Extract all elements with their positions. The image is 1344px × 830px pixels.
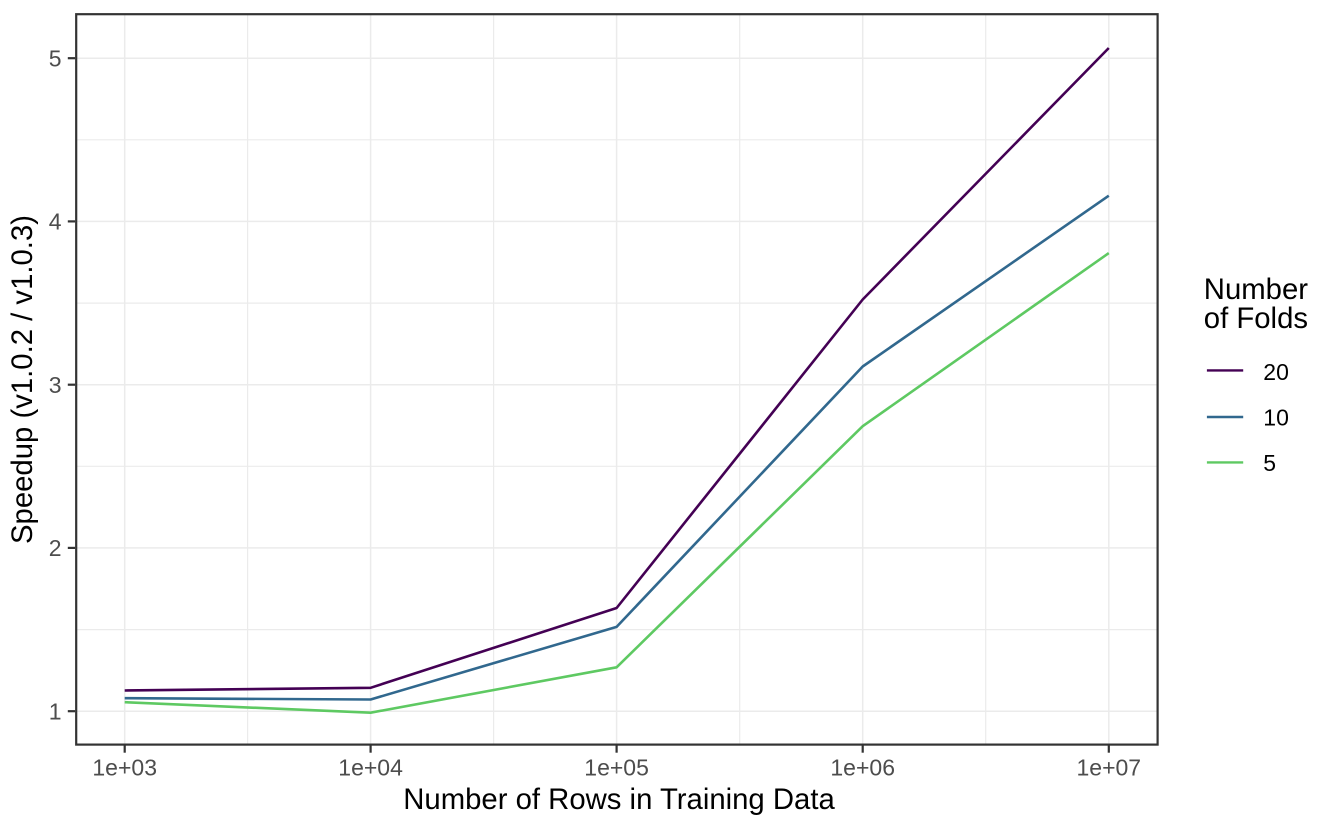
svg-text:3: 3 [49, 372, 62, 398]
svg-text:5: 5 [1263, 450, 1276, 476]
svg-text:1e+07: 1e+07 [1076, 754, 1141, 780]
svg-text:1e+05: 1e+05 [584, 754, 649, 780]
svg-text:of Folds: of Folds [1204, 302, 1308, 335]
svg-text:4: 4 [49, 209, 62, 235]
svg-text:1e+03: 1e+03 [92, 754, 157, 780]
svg-text:20: 20 [1263, 359, 1289, 385]
svg-text:Number of Rows in Training Dat: Number of Rows in Training Data [403, 783, 835, 816]
svg-text:Number: Number [1204, 273, 1308, 306]
svg-text:2: 2 [49, 535, 62, 561]
svg-text:Speedup (v1.0.2 / v1.0.3): Speedup (v1.0.2 / v1.0.3) [6, 215, 39, 544]
svg-text:10: 10 [1263, 405, 1289, 431]
svg-text:1e+04: 1e+04 [338, 754, 403, 780]
svg-text:1: 1 [49, 698, 62, 724]
svg-text:5: 5 [49, 45, 62, 71]
svg-text:1e+06: 1e+06 [830, 754, 895, 780]
